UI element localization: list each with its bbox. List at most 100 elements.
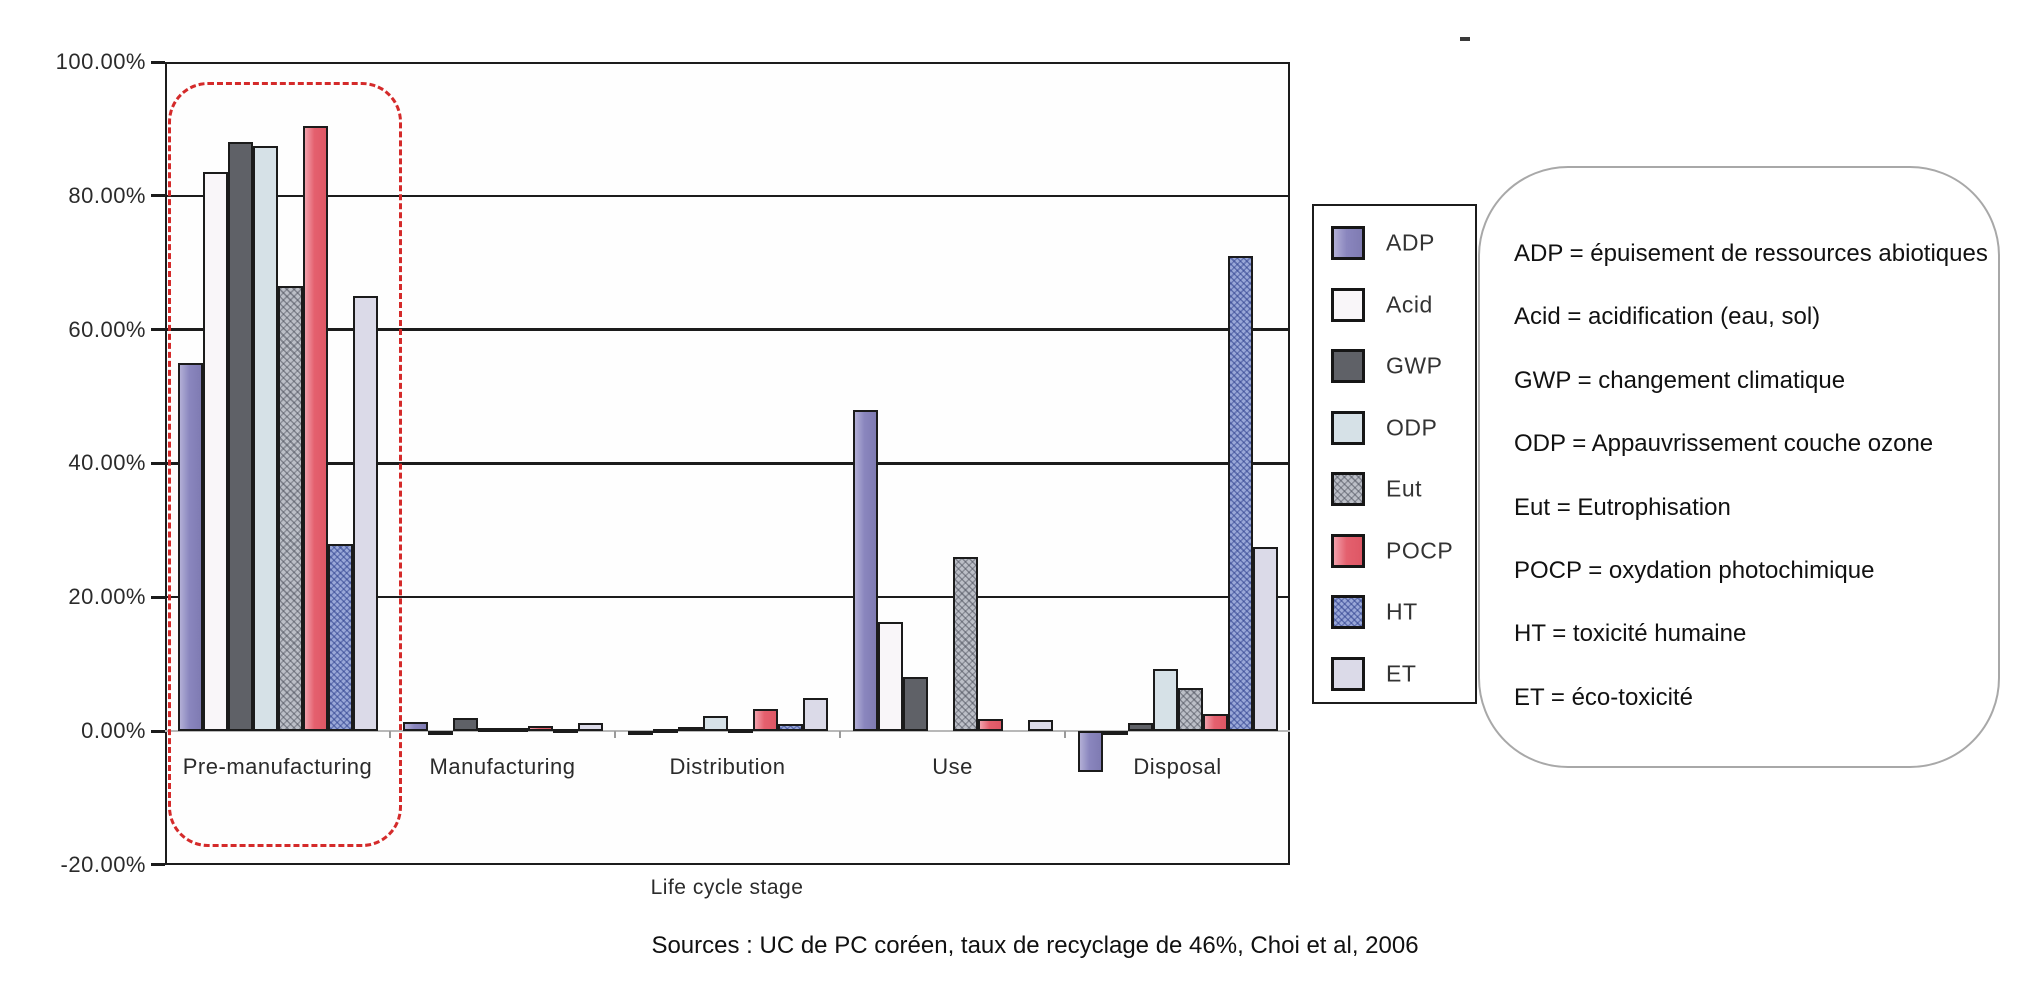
definition-line-5: POCP = oxydation photochimique bbox=[1514, 557, 1875, 584]
bar-gwp-manufacturing bbox=[452, 717, 478, 731]
y-tick-0 bbox=[151, 729, 165, 733]
legend-swatch-odp-icon bbox=[1331, 410, 1365, 445]
legend-row-adp: ADP bbox=[1314, 212, 1475, 274]
y-tick--20 bbox=[151, 863, 165, 867]
legend-row-ht: HT bbox=[1314, 581, 1475, 643]
bar-et-distribution bbox=[802, 697, 828, 731]
legend-swatch-pocp-icon bbox=[1331, 533, 1365, 568]
y-tick-100 bbox=[151, 60, 165, 64]
legend-label-et: ET bbox=[1386, 660, 1417, 686]
bar-acid-manufacturing bbox=[427, 731, 453, 735]
y-axis-label: 40.00% bbox=[68, 450, 146, 476]
bar-odp-pre-manufacturing bbox=[252, 145, 278, 731]
bar-eut-manufacturing bbox=[502, 727, 528, 732]
bar-et-disposal bbox=[1252, 547, 1278, 731]
bar-acid-use bbox=[877, 621, 903, 731]
bar-eut-disposal bbox=[1177, 688, 1203, 731]
bar-eut-use bbox=[952, 557, 978, 731]
y-tick-60 bbox=[151, 328, 165, 332]
bar-adp-pre-manufacturing bbox=[177, 363, 203, 731]
x-group-tick bbox=[1064, 731, 1066, 738]
bar-ht-manufacturing bbox=[552, 729, 578, 733]
bar-pocp-manufacturing bbox=[527, 725, 553, 731]
y-axis-label: 0.00% bbox=[81, 718, 146, 743]
bar-et-use bbox=[1027, 720, 1053, 731]
bar-acid-pre-manufacturing bbox=[202, 172, 228, 731]
definition-line-4: Eut = Eutrophisation bbox=[1514, 493, 1731, 521]
premanufacturing-highlight-box bbox=[168, 82, 402, 847]
bar-pocp-disposal bbox=[1202, 714, 1228, 731]
category-label-disposal: Disposal bbox=[1133, 754, 1222, 779]
legend-row-pocp: POCP bbox=[1314, 520, 1475, 582]
definition-line-7: ET = éco-toxicité bbox=[1514, 683, 1693, 711]
y-tick-20 bbox=[151, 595, 165, 599]
bar-et-pre-manufacturing bbox=[352, 296, 378, 731]
legend-label-pocp: POCP bbox=[1386, 537, 1454, 563]
y-axis-label: -20.00% bbox=[60, 851, 146, 877]
legend-label-eut: Eut bbox=[1386, 475, 1423, 502]
legend-swatch-adp-icon bbox=[1331, 226, 1365, 260]
bar-pocp-pre-manufacturing bbox=[302, 125, 328, 731]
bar-adp-manufacturing bbox=[402, 721, 428, 731]
y-axis-label: 80.00% bbox=[68, 182, 146, 208]
legend-label-acid: Acid bbox=[1386, 291, 1433, 317]
definition-line-6: HT = toxicité humaine bbox=[1514, 620, 1747, 648]
definitions-callout: ADP = épuisement de ressources abiotique… bbox=[1478, 166, 2000, 768]
legend-row-acid: Acid bbox=[1314, 274, 1475, 336]
bar-acid-distribution bbox=[652, 729, 678, 733]
bar-adp-disposal bbox=[1077, 731, 1103, 773]
legend-swatch-eut-icon bbox=[1331, 472, 1365, 506]
legend-row-gwp: GWP bbox=[1314, 335, 1475, 397]
legend-box: ADP Acid GWP ODP Eut POCP HT ET bbox=[1312, 204, 1477, 704]
category-label-manufacturing: Manufacturing bbox=[429, 754, 576, 779]
definition-line-0: ADP = épuisement de ressources abiotique… bbox=[1514, 240, 1988, 267]
definition-line-1: Acid = acidification (eau, sol) bbox=[1514, 303, 1821, 331]
x-axis-title: Life cycle stage bbox=[650, 876, 804, 899]
bar-pocp-use bbox=[977, 718, 1003, 731]
category-label-use: Use bbox=[932, 754, 973, 779]
bar-et-manufacturing bbox=[577, 722, 603, 731]
artifact-mark bbox=[1460, 37, 1470, 41]
bar-odp-disposal bbox=[1152, 668, 1178, 731]
x-group-tick bbox=[839, 731, 841, 738]
y-tick-40 bbox=[151, 461, 165, 465]
legend-label-odp: ODP bbox=[1386, 414, 1438, 440]
y-axis-label: 60.00% bbox=[68, 316, 146, 342]
y-axis-label: 20.00% bbox=[68, 584, 146, 610]
bar-gwp-pre-manufacturing bbox=[227, 142, 253, 731]
definition-line-2: GWP = changement climatique bbox=[1514, 366, 1846, 394]
y-gridline-40 bbox=[165, 462, 1290, 465]
legend-label-ht: HT bbox=[1386, 598, 1418, 625]
legend-row-et: ET bbox=[1314, 643, 1475, 705]
legend-label-adp: ADP bbox=[1386, 229, 1435, 256]
bar-gwp-use bbox=[902, 677, 928, 731]
legend-label-gwp: GWP bbox=[1386, 352, 1443, 379]
legend-row-eut: Eut bbox=[1314, 458, 1475, 520]
y-gridline-80 bbox=[165, 194, 1290, 198]
x-group-tick bbox=[614, 731, 616, 738]
x-group-tick bbox=[389, 731, 391, 738]
bar-adp-use bbox=[852, 409, 878, 731]
legend-swatch-ht-icon bbox=[1331, 595, 1365, 629]
y-axis-label: 100.00% bbox=[55, 49, 146, 74]
bar-acid-disposal bbox=[1102, 731, 1128, 735]
y-gridline-60 bbox=[165, 328, 1290, 331]
y-gridline-20 bbox=[165, 595, 1290, 599]
legend-row-odp: ODP bbox=[1314, 397, 1475, 459]
bar-odp-manufacturing bbox=[477, 727, 503, 732]
definition-line-3: ODP = Appauvrissement couche ozone bbox=[1514, 430, 1934, 458]
bar-adp-distribution bbox=[627, 731, 653, 735]
category-label-pre-manufacturing: Pre-manufacturing bbox=[182, 754, 373, 779]
bar-gwp-distribution bbox=[677, 726, 703, 731]
bar-pocp-distribution bbox=[752, 708, 778, 731]
legend-swatch-gwp-icon bbox=[1331, 349, 1365, 383]
source-caption: Sources : UC de PC coréen, taux de recyc… bbox=[651, 932, 1419, 959]
bar-gwp-disposal bbox=[1127, 722, 1153, 731]
legend-swatch-et-icon bbox=[1331, 656, 1365, 691]
y-tick-80 bbox=[151, 194, 165, 198]
category-label-distribution: Distribution bbox=[669, 754, 786, 779]
bar-eut-distribution bbox=[727, 728, 753, 733]
bar-odp-distribution bbox=[702, 716, 728, 731]
bar-eut-pre-manufacturing bbox=[277, 286, 303, 731]
